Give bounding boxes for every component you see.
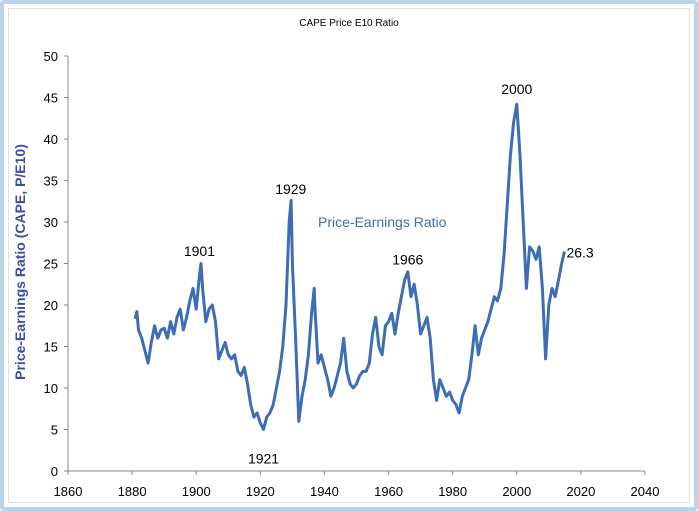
- series-line: [133, 102, 566, 431]
- tick-labels: 0 5 10 15 20 25 30 35 40 45 50 1860 1880 1900 1920 1940…: [44, 49, 660, 499]
- annotations: 1901 1921 1929 1966 2000 26.3 Price-Earnings R…: [184, 81, 594, 466]
- x-tick-label: 2020: [566, 484, 595, 499]
- y-tick-label: 15: [44, 340, 58, 355]
- x-tick-label: 1860: [54, 484, 83, 499]
- annotation-label: 1921: [248, 451, 279, 467]
- chart-inner-border: [8, 8, 690, 503]
- y-tick-label: 45: [44, 91, 58, 106]
- y-tick-label: 10: [44, 381, 58, 396]
- annotation-label: 26.3: [566, 245, 593, 261]
- y-tick-label: 20: [44, 298, 58, 313]
- y-tick-label: 25: [44, 257, 58, 272]
- y-tick-label: 5: [51, 423, 58, 438]
- y-tick-label: 50: [44, 49, 58, 64]
- x-tick-label: 1920: [246, 484, 275, 499]
- y-tick-label: 30: [44, 215, 58, 230]
- annotation-label: 1966: [392, 251, 423, 267]
- y-tick-label: 0: [51, 464, 58, 479]
- x-tick-label: 1940: [310, 484, 339, 499]
- axes: [64, 55, 646, 475]
- annotation-label: 1929: [275, 181, 306, 197]
- series-label: Price-Earnings Ratio: [318, 214, 447, 230]
- annotation-label: 1901: [184, 243, 215, 259]
- x-tick-label: 2040: [631, 484, 660, 499]
- annotation-label: 2000: [501, 81, 532, 97]
- series-group: [133, 102, 566, 431]
- x-tick-label: 1960: [374, 484, 403, 499]
- y-tick-label: 35: [44, 174, 58, 189]
- x-tick-label: 1980: [438, 484, 467, 499]
- y-tick-label: 40: [44, 132, 58, 147]
- x-tick-label: 2000: [502, 484, 531, 499]
- x-tick-label: 1900: [182, 484, 211, 499]
- y-axis-label: Price-Earnings Ratio (CAPE, P/E10): [12, 144, 28, 380]
- x-tick-label: 1880: [118, 484, 147, 499]
- chart-title: CAPE Price E10 Ratio: [299, 18, 399, 29]
